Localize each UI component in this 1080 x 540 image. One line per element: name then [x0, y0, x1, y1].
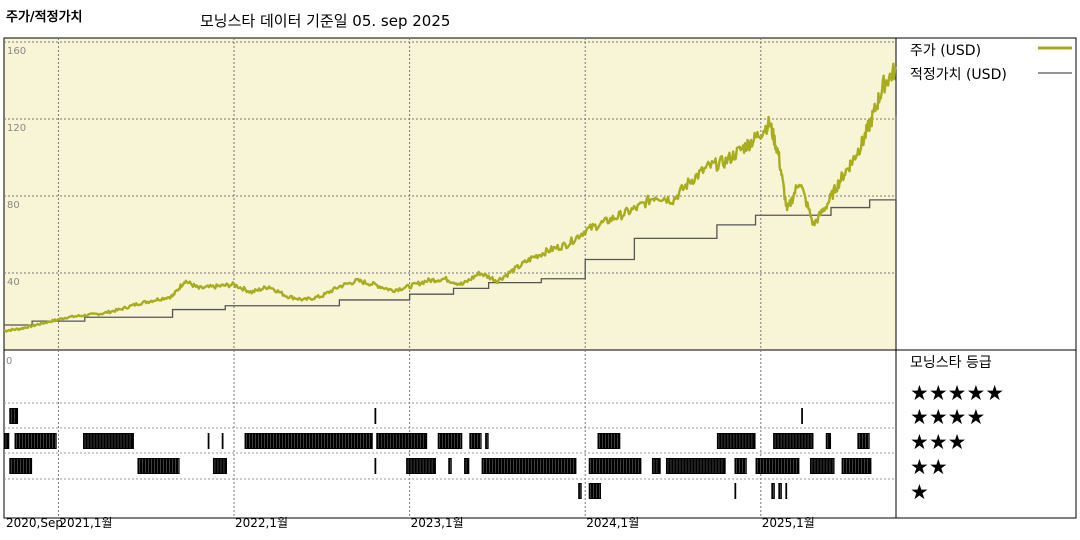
rating-bar	[755, 458, 800, 474]
chart-subtitle: 모닝스타 데이터 기준일 05. sep 2025	[200, 12, 450, 30]
rating-bar	[406, 458, 436, 474]
fair-value-line	[4, 115, 897, 326]
rating-bar	[651, 458, 661, 474]
legend-fairvalue-label: 적정가치 (USD)	[910, 67, 1007, 83]
rating-bar	[14, 433, 57, 449]
rating-bar	[9, 458, 33, 474]
price-panel	[3, 37, 897, 351]
x-tick-label: 2025,1월	[762, 516, 815, 530]
rating-bar	[83, 433, 134, 449]
price-line	[3, 62, 898, 333]
rating-bar	[221, 433, 224, 449]
rating-bar	[716, 433, 756, 449]
y-tick-label: 80	[7, 200, 20, 211]
x-tick-label: 2024,1월	[586, 516, 639, 530]
rating-bar	[597, 433, 621, 449]
grid-lines	[4, 38, 896, 518]
rating-bar	[588, 483, 602, 499]
rating-legend-3-stars: ★★★	[910, 430, 966, 454]
rating-bar	[464, 458, 470, 474]
price-legend: 주가 (USD) 적정가치 (USD)	[910, 43, 1072, 83]
series-lines	[3, 62, 898, 333]
rating-bar	[809, 458, 835, 474]
rating-bar	[437, 433, 463, 449]
rating-bar	[588, 458, 642, 474]
x-tick-label: 2023,1월	[411, 516, 464, 530]
rating-bar	[734, 458, 747, 474]
rating-legend-5-stars: ★★★★★	[910, 381, 1004, 405]
rating-bar	[4, 433, 10, 449]
legend-price-label: 주가 (USD)	[910, 43, 981, 59]
y-tick-label: 40	[7, 277, 20, 288]
rating-bar	[374, 408, 377, 424]
x-tick-label: 2022,1월	[235, 516, 288, 530]
rating-bar	[207, 433, 210, 449]
y-tick-label: 160	[7, 46, 26, 57]
rating-bars	[4, 402, 896, 499]
x-tick-label: 2021,1월	[59, 516, 112, 530]
rating-bar	[244, 433, 373, 449]
rating-bar	[734, 483, 737, 499]
rating-legend-4-stars: ★★★★	[910, 405, 985, 429]
rating-bar	[212, 458, 227, 474]
rating-legend: 모닝스타 등급 ★★★★★ ★★★★ ★★★ ★★ ★	[910, 355, 1004, 504]
rating-legend-panel	[895, 349, 1077, 519]
rating-legend-2-stars: ★★	[910, 455, 948, 479]
rating-bar	[469, 433, 482, 449]
rating-zero-tick: 0	[6, 356, 12, 367]
rating-legend-1-star: ★	[910, 480, 929, 504]
y-tick-label: 120	[7, 123, 26, 134]
rating-bar	[825, 433, 832, 449]
rating-bar	[857, 433, 870, 449]
x-tick-label: 2020,Sep	[6, 516, 63, 530]
rating-bar	[374, 458, 377, 474]
rating-legend-title: 모닝스타 등급	[910, 355, 992, 371]
rating-bar	[137, 458, 180, 474]
rating-bar	[376, 433, 428, 449]
rating-bar	[785, 483, 788, 499]
rating-bar	[841, 458, 872, 474]
chart-label: 주가/적정가치	[6, 9, 83, 25]
rating-bar	[801, 408, 803, 424]
rating-bar	[665, 458, 726, 474]
y-axis-ticks: 40 80 120 160	[7, 46, 26, 288]
rating-bar	[9, 408, 19, 424]
price-legend-panel	[895, 37, 1077, 351]
